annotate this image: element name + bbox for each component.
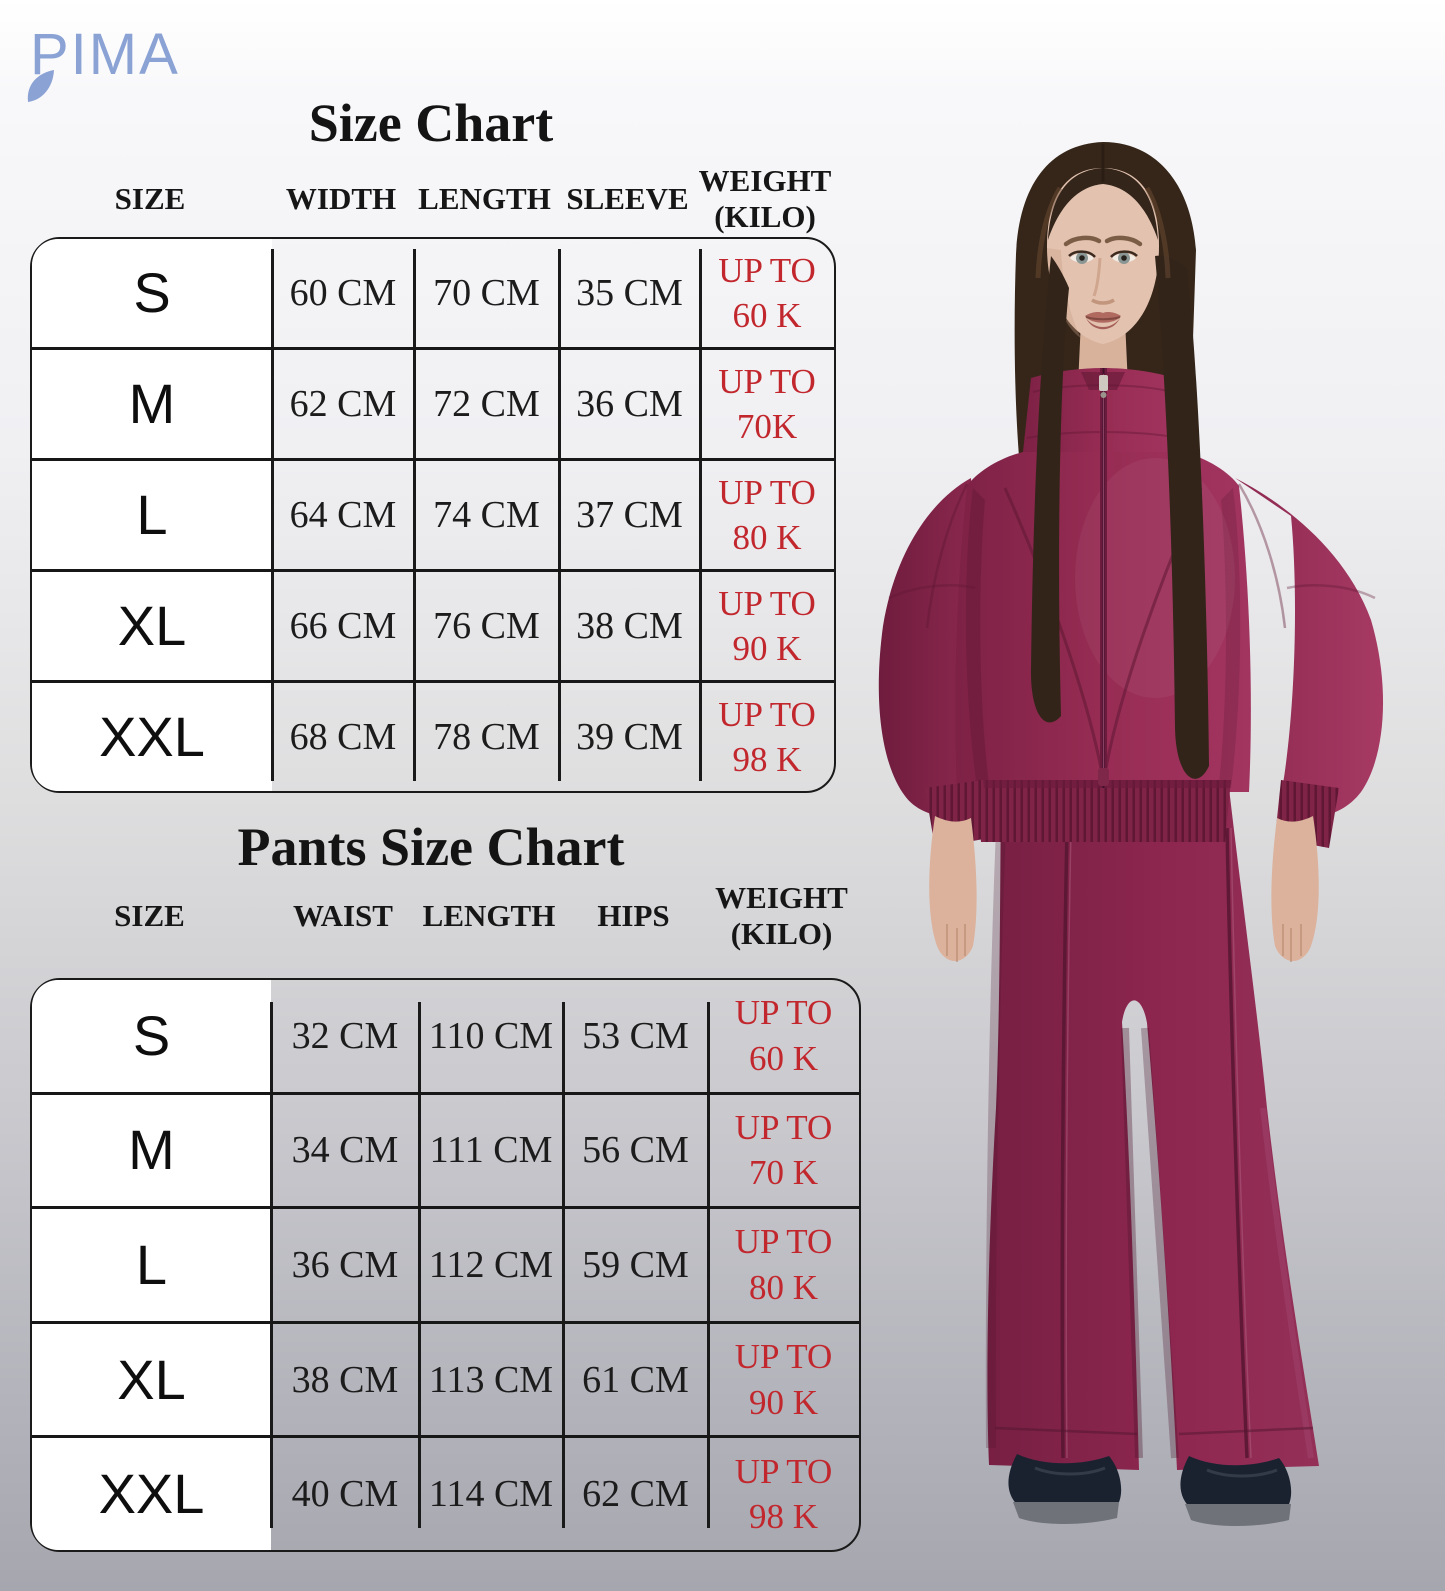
weight-cell: UP TO 98 K	[734, 1451, 833, 1537]
weight-cell: UP TO 60 K	[718, 250, 816, 336]
measurement-cell: 68 CM	[289, 716, 397, 758]
weight-cell: UP TO 60 K	[734, 993, 833, 1078]
table-row: XL 38 CM 113 CM 61 CM UP TO 90 K	[32, 1320, 859, 1436]
logo-text: PIMA	[30, 22, 180, 87]
measurement-cell: 66 CM	[289, 605, 397, 647]
size-column-background	[32, 239, 272, 791]
measurement-cell: 76 CM	[433, 605, 540, 647]
column-divider	[699, 249, 702, 781]
measurement-cell: 114 CM	[428, 1473, 554, 1516]
column-divider	[562, 1002, 565, 1528]
measurement-cell: 74 CM	[433, 494, 540, 536]
table-row: XXL 40 CM 114 CM 62 CM UP TO 98 K	[32, 1435, 859, 1550]
measurement-cell: 62 CM	[289, 383, 397, 425]
size-chart-table: S 60 CM 70 CM 35 CM UP TO 60 K M 62 CM 72 CM 36 …	[30, 237, 836, 793]
measurement-cell: 32 CM	[291, 1014, 399, 1057]
header-length: LENGTH	[418, 181, 551, 217]
weight-cell: UP TO 90 K	[718, 583, 816, 669]
column-divider	[558, 249, 561, 781]
measurement-cell: 62 CM	[582, 1473, 689, 1516]
model-hands	[929, 816, 1319, 962]
model-illustration	[878, 142, 1384, 1526]
model-shoes	[1008, 1454, 1292, 1526]
model-face	[1047, 168, 1159, 386]
weight-cell: UP TO 80 K	[734, 1222, 833, 1307]
weight-cell: UP TO 98 K	[718, 694, 816, 780]
measurement-cell: 111 CM	[429, 1129, 553, 1172]
size-cell: S	[133, 261, 171, 324]
column-divider	[418, 1002, 421, 1528]
measurement-cell: 36 CM	[576, 383, 683, 425]
logo-leaf-icon	[27, 70, 54, 102]
size-cell: XL	[117, 1347, 186, 1411]
measurement-cell: 113 CM	[428, 1358, 554, 1401]
measurement-cell: 64 CM	[289, 494, 397, 536]
measurement-cell: 110 CM	[428, 1014, 554, 1057]
size-cell: M	[128, 1118, 175, 1182]
header-hips: HIPS	[597, 898, 670, 934]
header-size: SIZE	[114, 898, 185, 934]
size-chart-headers: SIZE WIDTH LENGTH SLEEVE WEIGHT (KILO)	[30, 162, 832, 236]
size-cell: L	[135, 1232, 168, 1296]
header-width: WIDTH	[285, 181, 397, 217]
header-size: SIZE	[114, 181, 186, 217]
model-pants	[985, 788, 1319, 1470]
measurement-cell: 38 CM	[291, 1358, 399, 1401]
measurement-cell: 112 CM	[428, 1243, 554, 1286]
table-row: S 60 CM 70 CM 35 CM UP TO 60 K	[32, 239, 834, 347]
measurement-cell: 70 CM	[433, 272, 540, 314]
table-row: L 64 CM 74 CM 37 CM UP TO 80 K	[32, 458, 834, 569]
size-cell: M	[128, 372, 176, 435]
size-cell: S	[132, 1003, 171, 1067]
zipper-pull	[1099, 375, 1108, 391]
measurement-cell: 35 CM	[576, 272, 683, 314]
weight-cell: UP TO 70K	[718, 361, 816, 447]
measurement-cell: 34 CM	[291, 1129, 399, 1172]
measurement-cell: 78 CM	[433, 716, 540, 758]
measurement-cell: 39 CM	[576, 716, 683, 758]
size-cell: XXL	[99, 705, 205, 768]
pants-chart-table: S 32 CM 110 CM 53 CM UP TO 60 K M 34 CM 111 CM 5…	[30, 978, 861, 1552]
column-divider	[271, 249, 274, 781]
pants-chart-title: Pants Size Chart	[237, 817, 625, 877]
pants-chart-headers: SIZE WAIST LENGTH HIPS WEIGHT (KILO)	[30, 876, 857, 956]
header-weight: WEIGHT (KILO)	[698, 163, 832, 234]
table-row: XXL 68 CM 78 CM 39 CM UP TO 98 K	[32, 680, 834, 791]
model-jacket	[878, 368, 1384, 848]
measurement-cell: 53 CM	[582, 1014, 689, 1057]
measurement-cell: 37 CM	[576, 494, 683, 536]
measurement-cell: 72 CM	[433, 383, 540, 425]
column-divider	[707, 1002, 710, 1528]
size-cell: L	[136, 483, 168, 546]
model-photo	[855, 128, 1430, 1583]
header-weight: WEIGHT (KILO)	[715, 880, 848, 951]
column-divider	[270, 1002, 273, 1528]
measurement-cell: 60 CM	[289, 272, 397, 314]
header-sleeve: SLEEVE	[566, 181, 689, 217]
model-hair-front	[1030, 144, 1209, 779]
measurement-cell: 59 CM	[582, 1243, 689, 1286]
brand-logo: PIMA	[27, 26, 180, 102]
size-chart-title: Size Chart	[308, 93, 554, 153]
size-cell: XL	[117, 594, 187, 657]
measurement-cell: 56 CM	[582, 1129, 689, 1172]
size-column-background	[32, 980, 271, 1550]
header-waist: WAIST	[293, 898, 393, 934]
measurement-cell: 40 CM	[291, 1473, 399, 1516]
table-row: M 62 CM 72 CM 36 CM UP TO 70K	[32, 347, 834, 458]
table-row: S 32 CM 110 CM 53 CM UP TO 60 K	[32, 980, 859, 1092]
weight-cell: UP TO 70 K	[734, 1107, 833, 1193]
column-divider	[413, 249, 416, 781]
measurement-cell: 61 CM	[582, 1358, 689, 1401]
table-row: L 36 CM 112 CM 59 CM UP TO 80 K	[32, 1206, 859, 1321]
size-cell: XXL	[98, 1462, 205, 1526]
measurement-cell: 38 CM	[576, 605, 683, 647]
table-row: XL 66 CM 76 CM 38 CM UP TO 90 K	[32, 569, 834, 680]
table-row: M 34 CM 111 CM 56 CM UP TO 70 K	[32, 1091, 859, 1207]
weight-cell: UP TO 80 K	[718, 472, 816, 558]
weight-cell: UP TO 90 K	[734, 1337, 833, 1422]
header-length: LENGTH	[422, 898, 556, 934]
measurement-cell: 36 CM	[291, 1243, 399, 1286]
